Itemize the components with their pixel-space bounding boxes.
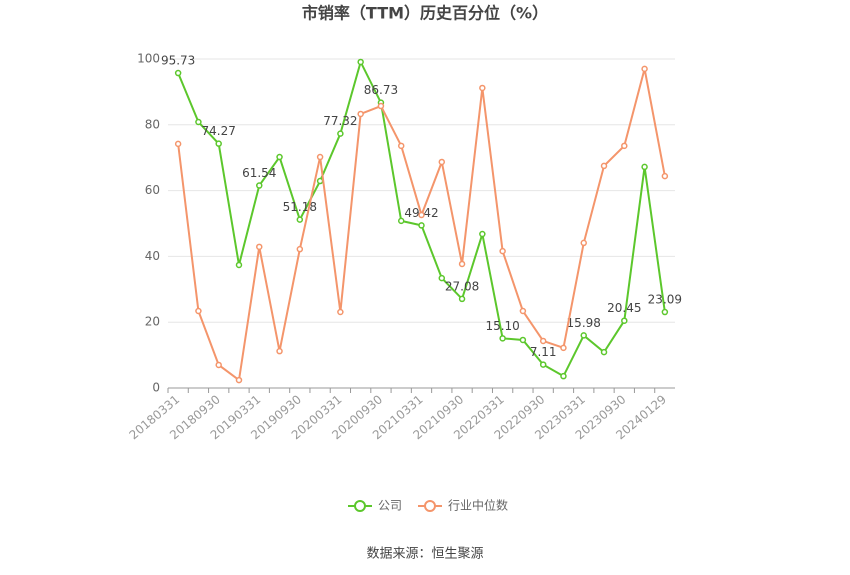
y-tick-label: 60 <box>145 183 160 197</box>
data-point <box>357 110 364 118</box>
data-label: 51.18 <box>283 200 317 214</box>
data-point <box>174 69 182 77</box>
data-point <box>397 142 405 150</box>
data-point <box>600 348 608 356</box>
legend-marker <box>354 500 366 512</box>
legend-label: 公司 <box>378 499 402 513</box>
data-point <box>458 295 466 303</box>
data-point <box>316 177 324 185</box>
data-point <box>479 230 486 238</box>
data-point <box>600 162 608 170</box>
data-point <box>377 102 385 110</box>
data-point <box>580 332 587 339</box>
data-point <box>641 65 648 73</box>
data-point <box>641 163 648 171</box>
data-point <box>539 337 547 345</box>
chart-title: 市销率（TTM）历史百分位（%） <box>302 4 548 23</box>
data-point <box>621 317 628 324</box>
data-point <box>256 243 263 251</box>
data-point <box>539 361 547 368</box>
data-point <box>357 58 364 66</box>
data-point <box>418 222 425 229</box>
data-label: 20.45 <box>607 301 641 315</box>
y-tick-label: 80 <box>145 117 160 131</box>
data-label: 95.73 <box>161 54 195 68</box>
data-point <box>276 153 283 161</box>
data-point <box>195 118 202 126</box>
data-label: 7.11 <box>530 345 557 359</box>
data-point <box>337 308 344 316</box>
data-point <box>519 336 527 344</box>
data-point <box>296 245 304 253</box>
data-label: 27.08 <box>445 279 479 293</box>
data-point <box>235 376 243 384</box>
y-tick-label: 100 <box>137 52 160 66</box>
data-point <box>316 153 324 161</box>
y-tick-label: 40 <box>145 249 160 263</box>
data-point <box>438 274 446 282</box>
data-point <box>296 216 304 223</box>
source-note: 数据来源：恒生聚源 <box>366 547 483 562</box>
data-point <box>418 211 425 219</box>
data-point <box>215 361 222 369</box>
legend-marker <box>424 500 436 512</box>
data-point <box>560 372 567 380</box>
legend-label: 行业中位数 <box>448 498 508 513</box>
data-point <box>661 172 669 180</box>
data-label: 15.10 <box>485 319 519 333</box>
data-point <box>235 261 243 269</box>
data-label: 74.27 <box>202 124 236 138</box>
data-point <box>458 260 466 268</box>
data-point <box>397 217 405 225</box>
data-point <box>479 84 486 92</box>
data-point <box>580 239 587 247</box>
data-label: 77.32 <box>323 114 357 128</box>
data-point <box>499 335 506 342</box>
data-label: 23.09 <box>648 293 682 307</box>
data-point <box>256 182 263 189</box>
y-tick-label: 20 <box>145 315 160 329</box>
y-tick-label: 0 <box>152 381 160 395</box>
data-point <box>499 247 506 255</box>
data-point <box>174 140 182 148</box>
data-point <box>337 130 344 137</box>
data-label: 86.73 <box>364 83 398 97</box>
data-label: 15.98 <box>567 316 601 330</box>
data-point <box>438 158 446 166</box>
data-label: 61.54 <box>242 166 276 180</box>
data-point <box>661 308 669 316</box>
data-point <box>215 140 222 147</box>
data-point <box>560 344 567 352</box>
data-point <box>195 307 202 315</box>
data-point <box>276 347 283 355</box>
data-point <box>621 142 628 150</box>
data-point <box>519 307 527 315</box>
